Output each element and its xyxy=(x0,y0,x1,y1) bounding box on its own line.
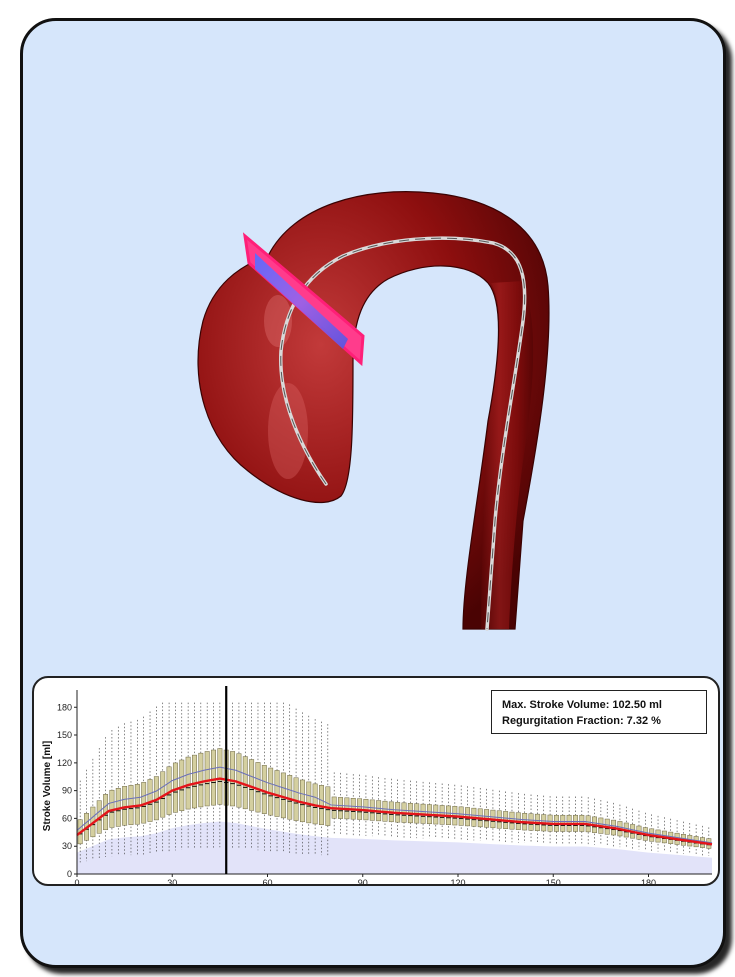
max-stroke-volume-text: Max. Stroke Volume: 102.50 ml xyxy=(502,699,662,711)
box-body xyxy=(261,765,267,814)
x-tick-label: 180 xyxy=(641,878,656,886)
box-body xyxy=(185,756,191,810)
y-tick-label: 120 xyxy=(57,758,72,768)
box-body xyxy=(192,754,197,809)
x-tick-label: 150 xyxy=(546,878,561,886)
box-body xyxy=(249,759,255,811)
x-tick-label: 90 xyxy=(358,878,368,886)
box-body xyxy=(211,749,216,806)
box-body xyxy=(242,756,248,810)
y-axis-label: Stroke Volume [ml] xyxy=(42,741,53,831)
y-tick-label: 150 xyxy=(57,730,72,740)
box-body xyxy=(179,759,185,811)
y-tick-label: 90 xyxy=(62,786,72,796)
box-body xyxy=(325,786,331,826)
box-body xyxy=(274,770,280,817)
chart-canvas: 03060901201501800306090120150180Centerli… xyxy=(42,686,713,886)
box-body xyxy=(280,772,286,819)
box-body xyxy=(255,762,261,813)
y-tick-label: 60 xyxy=(62,813,72,823)
box-body xyxy=(299,779,305,823)
x-tick-label: 0 xyxy=(74,878,79,886)
box-body xyxy=(128,785,134,826)
x-tick-label: 30 xyxy=(167,878,177,886)
box-body xyxy=(172,762,178,813)
box-body xyxy=(204,751,210,807)
box-body xyxy=(319,785,324,826)
y-tick-label: 30 xyxy=(62,841,72,851)
measurement-plane xyxy=(242,232,365,367)
mean-series-line xyxy=(76,777,713,846)
box-body xyxy=(198,752,204,808)
regurgitation-fraction-text: Regurgitation Fraction: 7.32 % xyxy=(502,715,661,727)
aorta-3d-rendering xyxy=(197,191,550,631)
x-tick-label: 120 xyxy=(450,878,465,886)
box-body xyxy=(217,748,223,805)
summary-box: Max. Stroke Volume: 102.50 ml Regurgitat… xyxy=(491,690,707,734)
upper-trend-line xyxy=(76,766,713,844)
box-body xyxy=(230,751,236,807)
distribution-band xyxy=(77,821,712,874)
y-tick-label: 0 xyxy=(67,869,72,879)
y-tick-label: 180 xyxy=(57,702,72,712)
box-body xyxy=(134,784,140,825)
x-tick-label: 60 xyxy=(262,878,272,886)
stroke-volume-chart: 03060901201501800306090120150180Centerli… xyxy=(32,676,720,886)
box-body xyxy=(122,786,128,826)
box-body xyxy=(236,753,242,808)
figure-card: 03060901201501800306090120150180Centerli… xyxy=(20,18,726,968)
box-body xyxy=(268,767,274,816)
